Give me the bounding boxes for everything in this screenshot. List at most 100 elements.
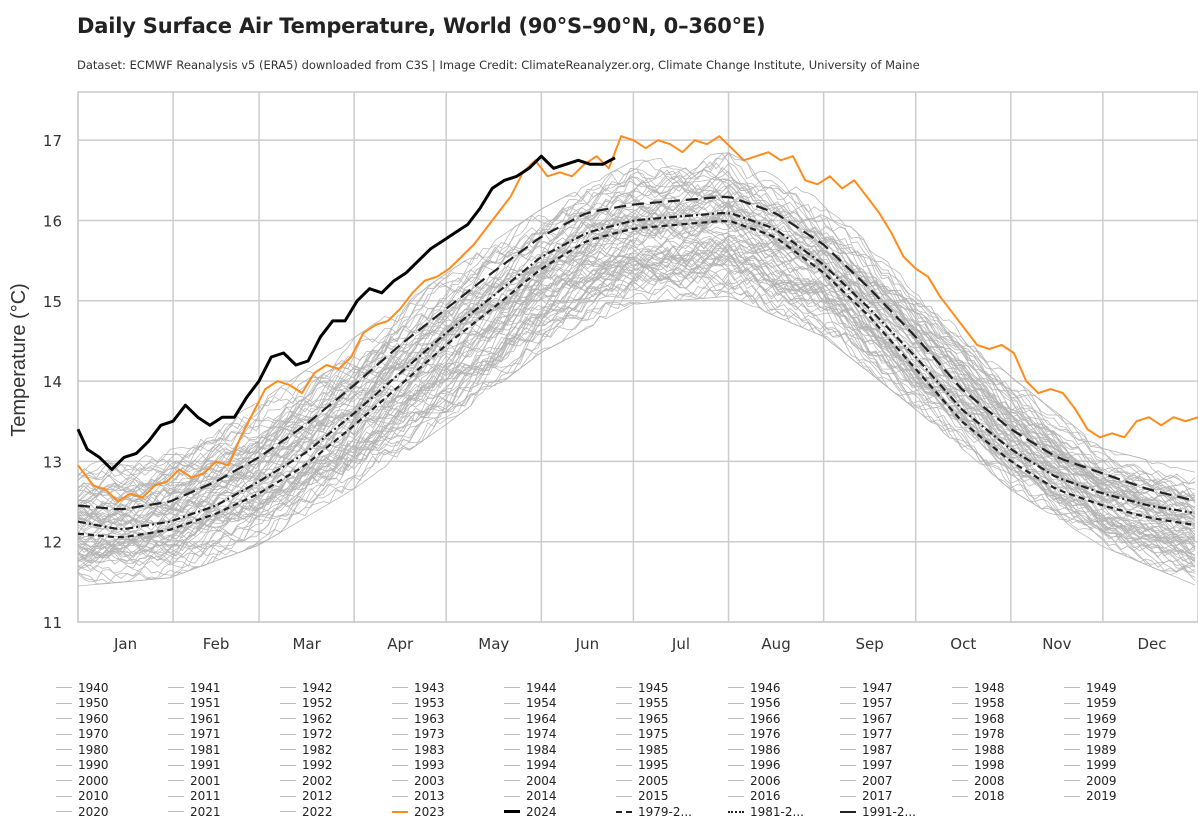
legend-item[interactable]: 1957 xyxy=(840,696,952,712)
legend-item[interactable]: 1963 xyxy=(392,711,504,727)
legend-item[interactable]: 1962 xyxy=(280,711,392,727)
legend-item[interactable]: 2024 xyxy=(504,804,616,820)
legend-item[interactable]: 2013 xyxy=(392,789,504,805)
legend-label: 1965 xyxy=(638,711,669,726)
legend-item[interactable]: 1980 xyxy=(56,742,168,758)
legend-item[interactable]: 1946 xyxy=(728,680,840,696)
legend-item[interactable]: 1947 xyxy=(840,680,952,696)
legend-item[interactable]: 1988 xyxy=(952,742,1064,758)
x-axis-ticks: Jan Feb Mar Apr May Jun Jul Aug Sep Oct Nov Dec xyxy=(113,635,1166,653)
legend-label: 1942 xyxy=(302,680,333,695)
legend-item[interactable]: 2019 xyxy=(1064,789,1176,805)
legend-item[interactable]: 2009 xyxy=(1064,773,1176,789)
legend-item[interactable]: 1974 xyxy=(504,727,616,743)
legend-item[interactable]: 1990 xyxy=(56,758,168,774)
legend-item[interactable]: 1960 xyxy=(56,711,168,727)
legend-item[interactable]: 2011 xyxy=(168,789,280,805)
legend-item[interactable]: 1969 xyxy=(1064,711,1176,727)
legend-item[interactable]: 1966 xyxy=(728,711,840,727)
legend-item[interactable]: 1973 xyxy=(392,727,504,743)
legend-item[interactable]: 1983 xyxy=(392,742,504,758)
legend-label: 1987 xyxy=(862,742,893,757)
legend-item[interactable]: 1967 xyxy=(840,711,952,727)
legend-item[interactable]: 2016 xyxy=(728,789,840,805)
legend-item[interactable]: 2017 xyxy=(840,789,952,805)
legend-item[interactable]: 1953 xyxy=(392,696,504,712)
legend-label: 1959 xyxy=(1086,696,1117,711)
legend-item[interactable]: 1964 xyxy=(504,711,616,727)
legend-item[interactable]: 1994 xyxy=(504,758,616,774)
legend-item[interactable]: 2012 xyxy=(280,789,392,805)
legend-item[interactable]: 1959 xyxy=(1064,696,1176,712)
legend-item[interactable]: 2004 xyxy=(504,773,616,789)
legend-item[interactable]: 1971 xyxy=(168,727,280,743)
legend-item[interactable]: 1979 xyxy=(1064,727,1176,743)
legend-item[interactable]: 2018 xyxy=(952,789,1064,805)
legend-item[interactable]: 2021 xyxy=(168,804,280,820)
legend-item[interactable]: 2010 xyxy=(56,789,168,805)
legend-item[interactable]: 1991-2... xyxy=(840,804,952,820)
legend-label: 1982 xyxy=(302,742,333,757)
legend-item[interactable]: 1996 xyxy=(728,758,840,774)
legend-item[interactable]: 1995 xyxy=(616,758,728,774)
legend-item[interactable]: 1965 xyxy=(616,711,728,727)
legend-item[interactable]: 1984 xyxy=(504,742,616,758)
legend-item[interactable]: 2006 xyxy=(728,773,840,789)
legend-item[interactable]: 2001 xyxy=(168,773,280,789)
legend-item[interactable]: 2005 xyxy=(616,773,728,789)
legend-item[interactable]: 1943 xyxy=(392,680,504,696)
legend-item[interactable]: 2002 xyxy=(280,773,392,789)
legend-item[interactable]: 2015 xyxy=(616,789,728,805)
legend-swatch-icon xyxy=(1064,702,1080,704)
legend-item[interactable]: 2020 xyxy=(56,804,168,820)
legend-item[interactable]: 1978 xyxy=(952,727,1064,743)
legend-item[interactable]: 1951 xyxy=(168,696,280,712)
legend-item[interactable]: 1981 xyxy=(168,742,280,758)
legend-item[interactable]: 2014 xyxy=(504,789,616,805)
legend-label: 1945 xyxy=(638,680,669,695)
legend-item[interactable]: 1968 xyxy=(952,711,1064,727)
legend-item[interactable]: 1970 xyxy=(56,727,168,743)
legend-item[interactable]: 1981-2... xyxy=(728,804,840,820)
legend-item[interactable]: 1949 xyxy=(1064,680,1176,696)
legend-item[interactable]: 1997 xyxy=(840,758,952,774)
legend-swatch-icon xyxy=(280,687,296,689)
legend-item[interactable]: 1941 xyxy=(168,680,280,696)
legend-item[interactable]: 1958 xyxy=(952,696,1064,712)
legend-item[interactable]: 1944 xyxy=(504,680,616,696)
legend-item[interactable]: 2007 xyxy=(840,773,952,789)
legend-item[interactable]: 2023 xyxy=(392,804,504,820)
legend-label: 1971 xyxy=(190,727,221,742)
legend-item[interactable]: 1955 xyxy=(616,696,728,712)
legend-item[interactable]: 1989 xyxy=(1064,742,1176,758)
legend-item[interactable]: 1993 xyxy=(392,758,504,774)
legend-item[interactable]: 1972 xyxy=(280,727,392,743)
legend-item[interactable]: 1945 xyxy=(616,680,728,696)
legend-item[interactable]: 1987 xyxy=(840,742,952,758)
legend-item[interactable]: 1942 xyxy=(280,680,392,696)
legend-item[interactable]: 1999 xyxy=(1064,758,1176,774)
legend-item[interactable]: 2003 xyxy=(392,773,504,789)
legend-item[interactable]: 1948 xyxy=(952,680,1064,696)
legend-item[interactable]: 1950 xyxy=(56,696,168,712)
legend-item[interactable]: 1952 xyxy=(280,696,392,712)
legend-label: 1957 xyxy=(862,696,893,711)
legend-item[interactable]: 1940 xyxy=(56,680,168,696)
legend-item[interactable]: 1991 xyxy=(168,758,280,774)
legend-item[interactable]: 1986 xyxy=(728,742,840,758)
legend-item[interactable]: 1985 xyxy=(616,742,728,758)
legend-item[interactable]: 1982 xyxy=(280,742,392,758)
legend-item[interactable]: 1976 xyxy=(728,727,840,743)
legend-item[interactable]: 2022 xyxy=(280,804,392,820)
legend-item[interactable]: 2008 xyxy=(952,773,1064,789)
legend-item[interactable]: 1979-2... xyxy=(616,804,728,820)
legend-item[interactable]: 1977 xyxy=(840,727,952,743)
legend-item[interactable]: 2000 xyxy=(56,773,168,789)
legend-item[interactable]: 1961 xyxy=(168,711,280,727)
legend-item[interactable]: 1992 xyxy=(280,758,392,774)
legend-label: 1954 xyxy=(526,696,557,711)
legend-item[interactable]: 1954 xyxy=(504,696,616,712)
legend-item[interactable]: 1998 xyxy=(952,758,1064,774)
legend-item[interactable]: 1956 xyxy=(728,696,840,712)
legend-item[interactable]: 1975 xyxy=(616,727,728,743)
